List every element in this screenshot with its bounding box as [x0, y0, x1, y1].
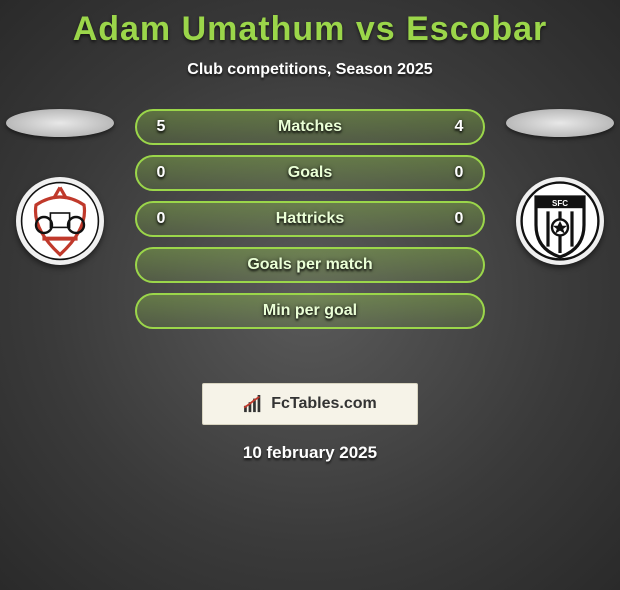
crest-right-text: SFC: [552, 199, 568, 208]
page-title: Adam Umathum vs Escobar: [0, 10, 620, 49]
page-subtitle: Club competitions, Season 2025: [0, 61, 620, 79]
bar-chart-icon: [243, 395, 265, 413]
stat-right-value: 4: [449, 118, 469, 136]
comparison-main: SFC 5 Matches 4 0 Goals 0 0 Hattricks 0: [0, 109, 620, 369]
stat-rows: 5 Matches 4 0 Goals 0 0 Hattricks 0 Goal…: [135, 109, 485, 329]
player-left-avatar-placeholder: [6, 109, 114, 137]
stat-row-hattricks: 0 Hattricks 0: [135, 201, 485, 237]
player-left-slot: [0, 109, 120, 265]
stat-label: Goals: [171, 164, 449, 182]
club-badge-left: [16, 177, 104, 265]
stat-row-matches: 5 Matches 4: [135, 109, 485, 145]
stat-row-goals: 0 Goals 0: [135, 155, 485, 191]
player-right-slot: SFC: [500, 109, 620, 265]
stat-left-value: 5: [151, 118, 171, 136]
stat-left-value: 0: [151, 210, 171, 228]
club-crest-right-icon: SFC: [520, 181, 600, 261]
stat-label: Goals per match: [171, 256, 449, 274]
stat-right-value: 0: [449, 210, 469, 228]
player-right-avatar-placeholder: [506, 109, 614, 137]
branding-box[interactable]: FcTables.com: [202, 383, 418, 425]
stat-row-min-per-goal: Min per goal: [135, 293, 485, 329]
stat-left-value: 0: [151, 164, 171, 182]
stat-row-goals-per-match: Goals per match: [135, 247, 485, 283]
club-crest-left-icon: [20, 181, 100, 261]
club-badge-right: SFC: [516, 177, 604, 265]
stat-label: Min per goal: [171, 302, 449, 320]
date-text: 10 february 2025: [0, 443, 620, 463]
stat-label: Matches: [171, 118, 449, 136]
branding-text: FcTables.com: [271, 395, 377, 413]
stat-right-value: 0: [449, 164, 469, 182]
stat-label: Hattricks: [171, 210, 449, 228]
